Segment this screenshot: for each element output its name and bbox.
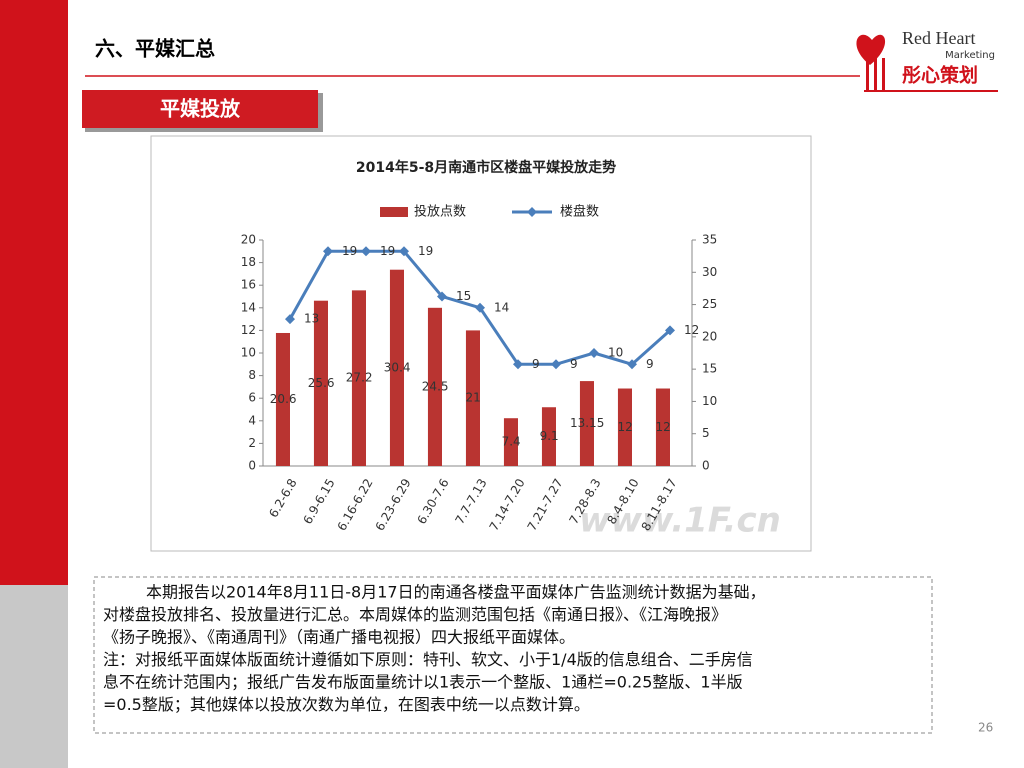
y2-tick-label: 30 [702,265,717,279]
y-tick-label: 12 [241,323,256,337]
y2-tick-label: 15 [702,362,717,376]
chart-frame [150,135,812,552]
y-tick-label: 16 [241,278,256,292]
bar [275,332,290,466]
y2-tick-label: 25 [702,297,717,311]
bar [655,388,670,466]
side-bar-gray [0,585,68,768]
line-value-label: 13 [304,312,319,326]
bar [351,290,366,466]
bar [541,407,556,466]
bar-value-label: 30.4 [384,360,411,374]
y2-tick-label: 0 [702,459,710,473]
legend-swatch [380,207,408,217]
y-tick-label: 6 [248,391,256,405]
bar-value-label: 12 [618,420,633,434]
line-value-label: 9 [570,357,578,371]
y2-tick-label: 5 [702,426,710,440]
side-bar-red [0,0,68,585]
line-marker [361,246,371,257]
line-marker [627,359,637,370]
logo-bar [874,50,877,90]
notes-line: 息不在统计范围内；报纸广告发布版面量统计以1表示一个整版、1通栏=0.25整版、… [103,673,743,692]
y-tick-label: 18 [241,255,256,269]
logo: Red Heart Marketing 彤心策划 [856,28,998,92]
line-value-label: 14 [494,300,509,314]
line-marker [513,359,523,370]
bar-value-label: 7.4 [502,435,521,449]
bar-value-label: 24.5 [422,379,449,393]
y-tick-label: 4 [248,413,256,427]
y-tick-label: 20 [241,233,256,247]
bar [617,388,632,466]
line-value-label: 15 [456,289,471,303]
bar [579,381,594,466]
page-number: 26 [978,721,993,735]
logo-heart [856,34,886,65]
notes-line: 注：对报纸平面媒体版面统计遵循如下原则：特刊、软文、小于1/4版的信息组合、二手… [103,650,753,669]
notes-line: 本期报告以2014年8月11日-8月17日的南通各楼盘平面媒体广告监测统计数据为… [146,583,766,602]
y2-tick-label: 35 [702,233,717,247]
bar [465,330,480,466]
line-marker [665,325,675,336]
bar-value-label: 13.15 [570,416,604,430]
notes-line: 《扬子晚报》、《南通周刊》（南通广播电视报）四大报纸平面媒体。 [103,628,575,647]
bar [427,307,442,466]
watermark: www.1F.cn [579,501,781,541]
line-value-label: 19 [380,244,395,258]
bar-value-label: 27.2 [346,371,373,385]
slide-title: 六、平媒汇总 [95,37,215,61]
bar-value-label: 21 [466,391,481,405]
line-value-label: 9 [646,357,654,371]
bar [313,300,328,466]
logo-name: Red Heart [902,28,975,48]
section-box [82,90,318,128]
bar [503,418,518,466]
notes-line: =0.5整版；其他媒体以投放次数为单位，在图表中统一以点数计算。 [103,695,590,714]
y-tick-label: 14 [241,300,256,314]
y-tick-label: 0 [248,459,256,473]
bar-value-label: 12 [656,420,671,434]
logo-cn: 彤心策划 [902,64,978,87]
line-marker [437,291,447,302]
y2-tick-label: 20 [702,329,717,343]
section-label: 平媒投放 [160,97,241,121]
logo-bar [882,58,885,90]
legend-label: 投放点数 [414,204,466,220]
line-marker [285,314,295,325]
line-value-label: 12 [684,323,699,337]
line-value-label: 19 [418,244,433,258]
logo-bar [866,55,869,90]
chart-title: 2014年5-8月南通市区楼盘平媒投放走势 [356,159,616,176]
y-tick-label: 2 [248,436,256,450]
line-value-label: 9 [532,357,540,371]
bar-value-label: 20.6 [270,392,297,406]
notes-line: 对楼盘投放排名、投放量进行汇总。本周媒体的监测范围包括《南通日报》、《江海晚报》 [103,605,727,624]
line-marker [551,359,561,370]
legend-label: 楼盘数 [560,204,599,220]
bar [389,269,404,466]
line-marker [589,348,599,358]
line-marker [475,302,485,313]
bar-value-label: 9.1 [540,429,559,443]
bar-value-label: 25.6 [308,376,335,390]
logo-sub: Marketing [945,50,995,61]
legend-marker [527,207,537,217]
y-tick-label: 8 [248,368,256,382]
line-value-label: 10 [608,346,623,360]
y2-tick-label: 10 [702,394,717,408]
line-value-label: 19 [342,244,357,258]
line-marker [323,246,333,257]
y-tick-label: 10 [241,346,256,360]
line-marker [399,246,409,257]
